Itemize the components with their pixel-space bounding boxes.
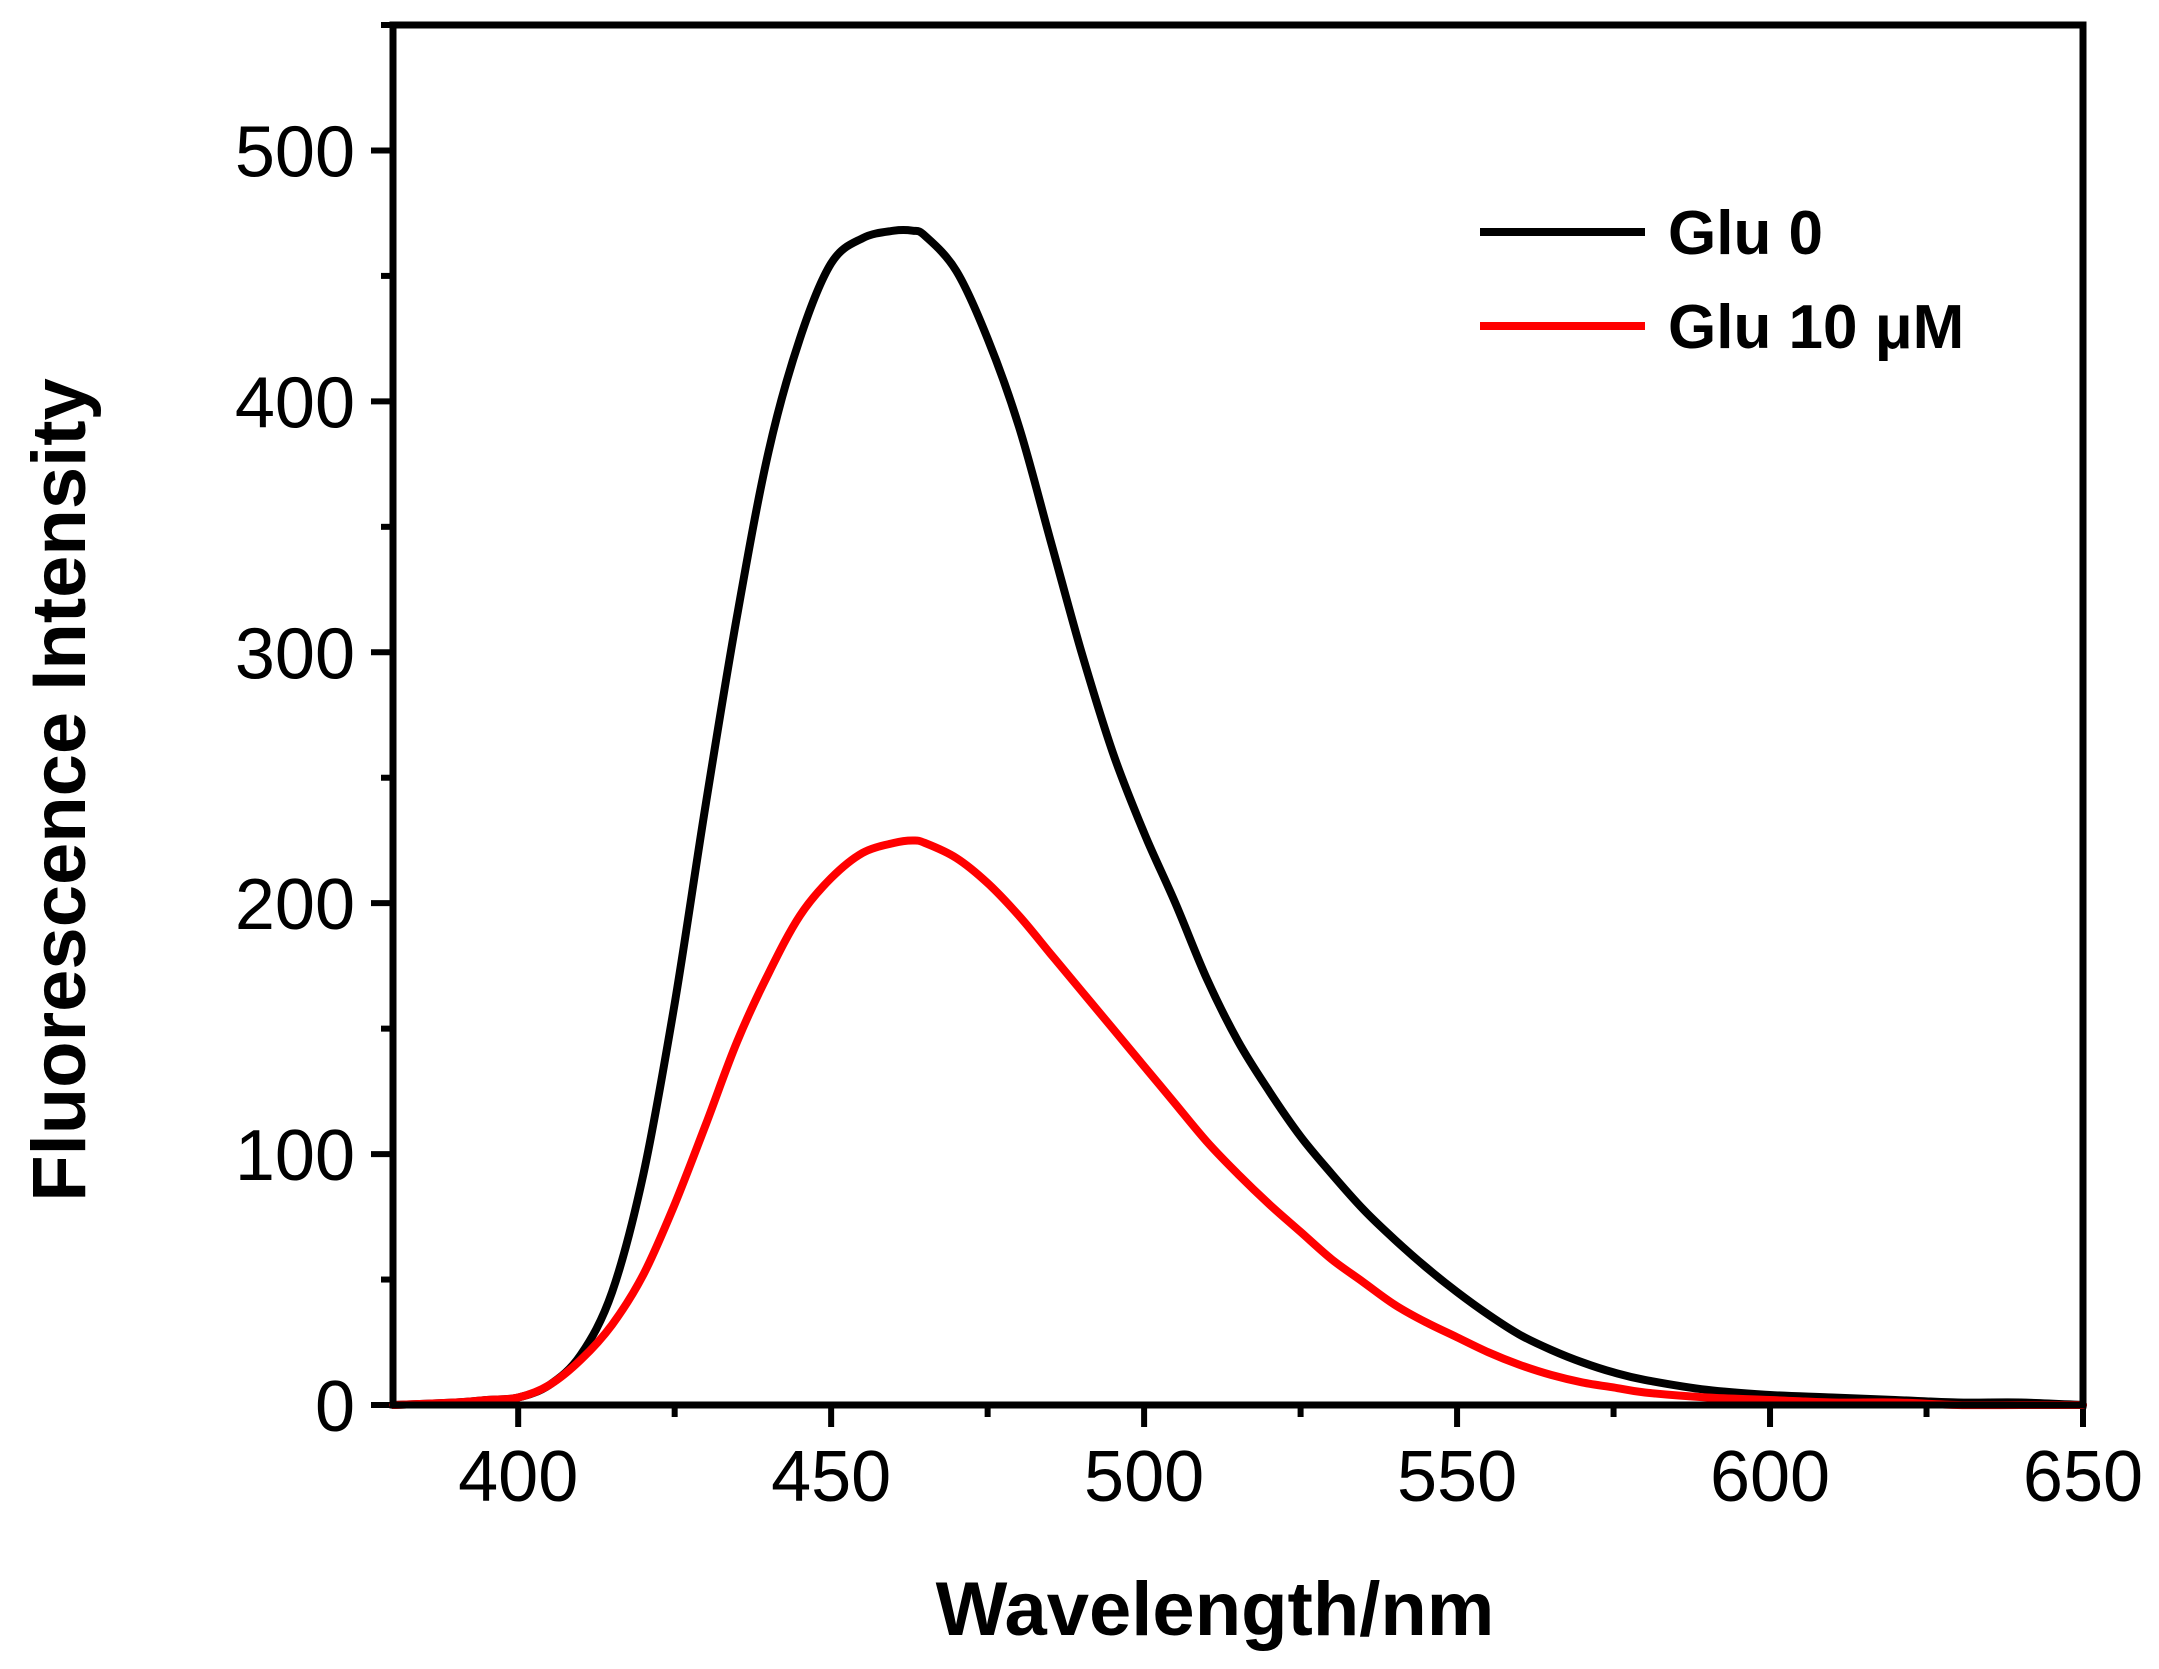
tick-label-layer: 400 450 500 550 600 650 0 100 200 300 400 500 [235, 112, 2143, 1517]
x-tick-label-450: 450 [771, 1437, 891, 1517]
y-axis-title: Fluorescence Intensity [17, 378, 102, 1202]
series-line-1 [389, 836, 2087, 1410]
series-line-0 [389, 225, 2087, 1409]
y-tick-label-0: 0 [315, 1367, 355, 1447]
x-tick-label-500: 500 [1084, 1437, 1204, 1517]
x-tick-label-400: 400 [458, 1437, 578, 1517]
series-layer [389, 225, 2087, 1410]
y-tick-label-400: 400 [235, 363, 355, 443]
x-tick-label-550: 550 [1397, 1437, 1517, 1517]
x-tick-label-600: 600 [1710, 1437, 1830, 1517]
legend-label-glu-10: Glu 10 μM [1668, 293, 1964, 362]
legend: Glu 0 Glu 10 μM [1480, 199, 1964, 362]
x-tick-label-650: 650 [2023, 1437, 2143, 1517]
y-tick-label-300: 300 [235, 614, 355, 694]
tick-layer [371, 22, 2086, 1427]
y-tick-label-200: 200 [235, 865, 355, 945]
y-tick-label-500: 500 [235, 112, 355, 192]
x-axis-title: Wavelength/nm [936, 1567, 1495, 1652]
y-tick-label-100: 100 [235, 1116, 355, 1196]
legend-label-glu-0: Glu 0 [1668, 199, 1823, 268]
plot-frame [389, 21, 2087, 1409]
